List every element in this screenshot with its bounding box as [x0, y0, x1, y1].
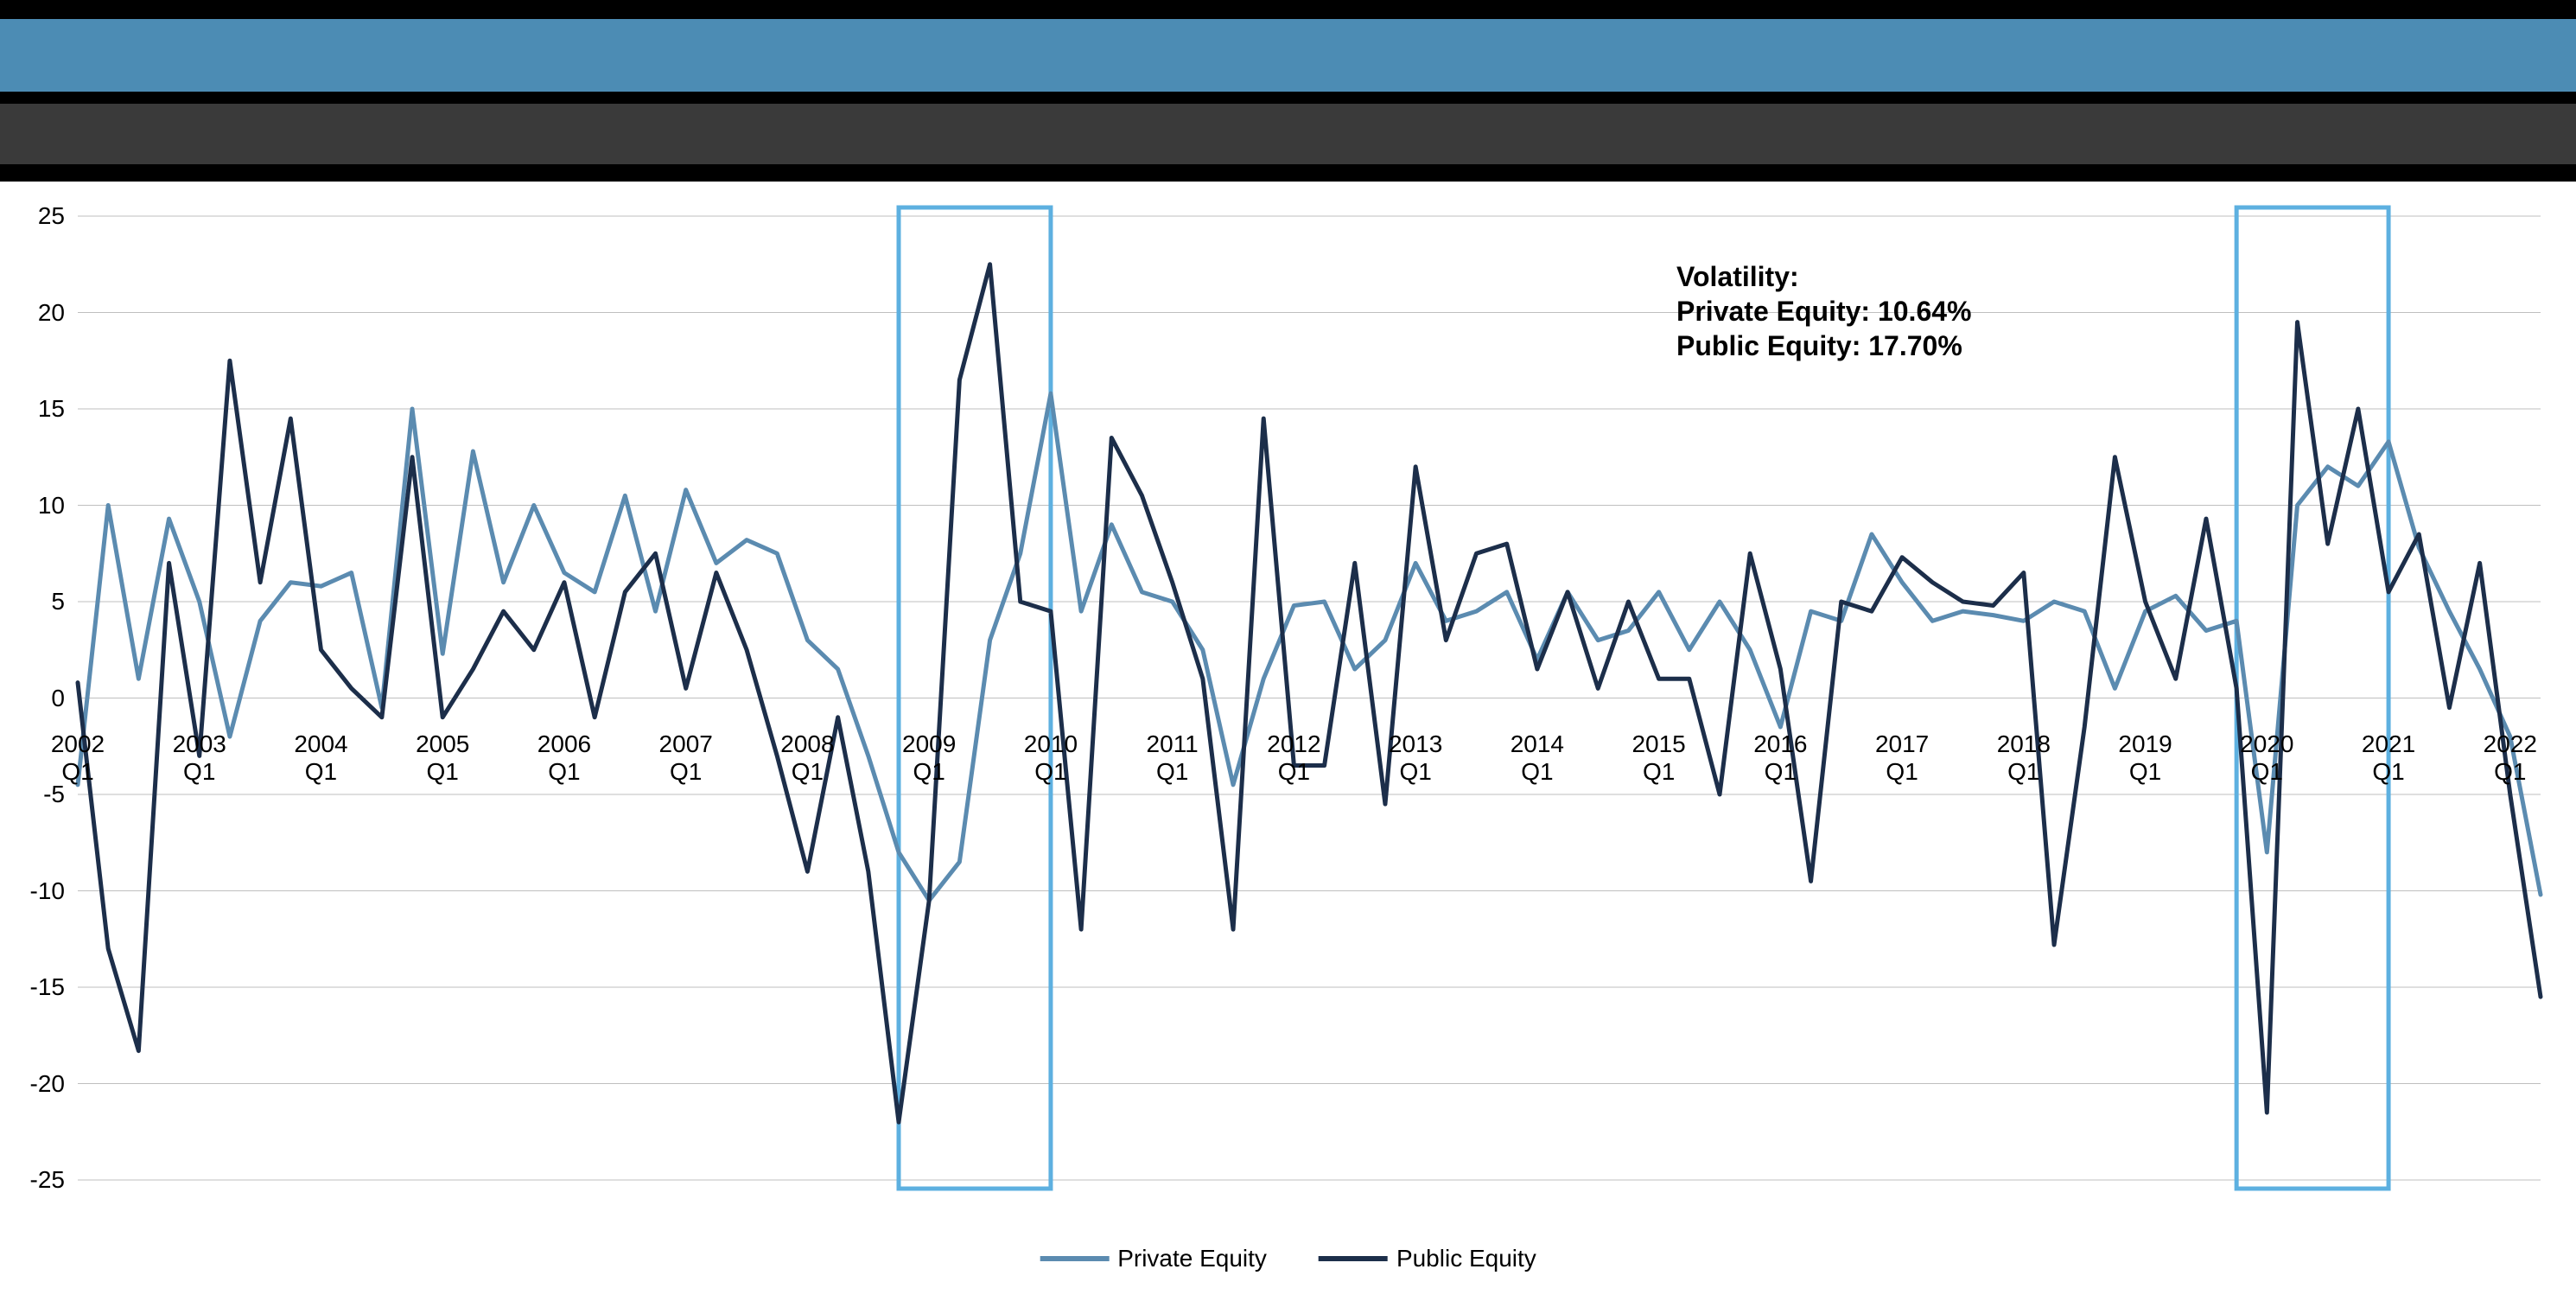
ytick-label: -15: [0, 973, 65, 1001]
xtick-label: 2021 Q1: [2354, 730, 2423, 786]
ytick-label: 20: [0, 299, 65, 327]
legend-swatch: [1040, 1256, 1109, 1261]
series-private-equity: [78, 393, 2541, 900]
legend-item: Private Equity: [1040, 1245, 1267, 1272]
page-root: -25-20-15-10-50510152025 2002 Q12003 Q12…: [0, 0, 2576, 1301]
xtick-label: 2017 Q1: [1867, 730, 1937, 786]
xtick-label: 2007 Q1: [652, 730, 721, 786]
xtick-label: 2020 Q1: [2232, 730, 2301, 786]
header-gray-stripe: [0, 104, 2576, 164]
ytick-label: 10: [0, 492, 65, 520]
xtick-label: 2016 Q1: [1746, 730, 1815, 786]
legend-swatch: [1319, 1256, 1388, 1261]
ytick-label: -10: [0, 877, 65, 905]
xtick-label: 2006 Q1: [530, 730, 599, 786]
xtick-label: 2014 Q1: [1503, 730, 1572, 786]
xtick-label: 2015 Q1: [1625, 730, 1694, 786]
series-public-equity: [78, 265, 2541, 1122]
xtick-label: 2011 Q1: [1138, 730, 1207, 786]
legend-label: Public Equity: [1396, 1245, 1536, 1272]
xtick-label: 2019 Q1: [2111, 730, 2180, 786]
xtick-label: 2010 Q1: [1016, 730, 1085, 786]
xtick-label: 2008 Q1: [773, 730, 842, 786]
volatility-annotation: Volatility: Private Equity: 10.64% Publi…: [1676, 259, 1971, 363]
xtick-label: 2002 Q1: [43, 730, 112, 786]
xtick-label: 2018 Q1: [1989, 730, 2058, 786]
ytick-label: -25: [0, 1166, 65, 1194]
xtick-label: 2013 Q1: [1381, 730, 1450, 786]
header-blue-stripe: [0, 19, 2576, 92]
xtick-label: 2012 Q1: [1259, 730, 1328, 786]
ytick-label: 0: [0, 685, 65, 712]
chart-area: -25-20-15-10-50510152025 2002 Q12003 Q12…: [0, 182, 2576, 1301]
ytick-label: 15: [0, 395, 65, 423]
xtick-label: 2009 Q1: [894, 730, 964, 786]
xtick-label: 2022 Q1: [2476, 730, 2545, 786]
legend: Private Equity Public Equity: [1040, 1245, 1536, 1272]
xtick-label: 2005 Q1: [408, 730, 477, 786]
ytick-label: 25: [0, 202, 65, 230]
xtick-label: 2004 Q1: [286, 730, 355, 786]
xtick-label: 2003 Q1: [165, 730, 234, 786]
ytick-label: -20: [0, 1070, 65, 1098]
legend-label: Private Equity: [1117, 1245, 1267, 1272]
legend-item: Public Equity: [1319, 1245, 1536, 1272]
ytick-label: 5: [0, 588, 65, 615]
